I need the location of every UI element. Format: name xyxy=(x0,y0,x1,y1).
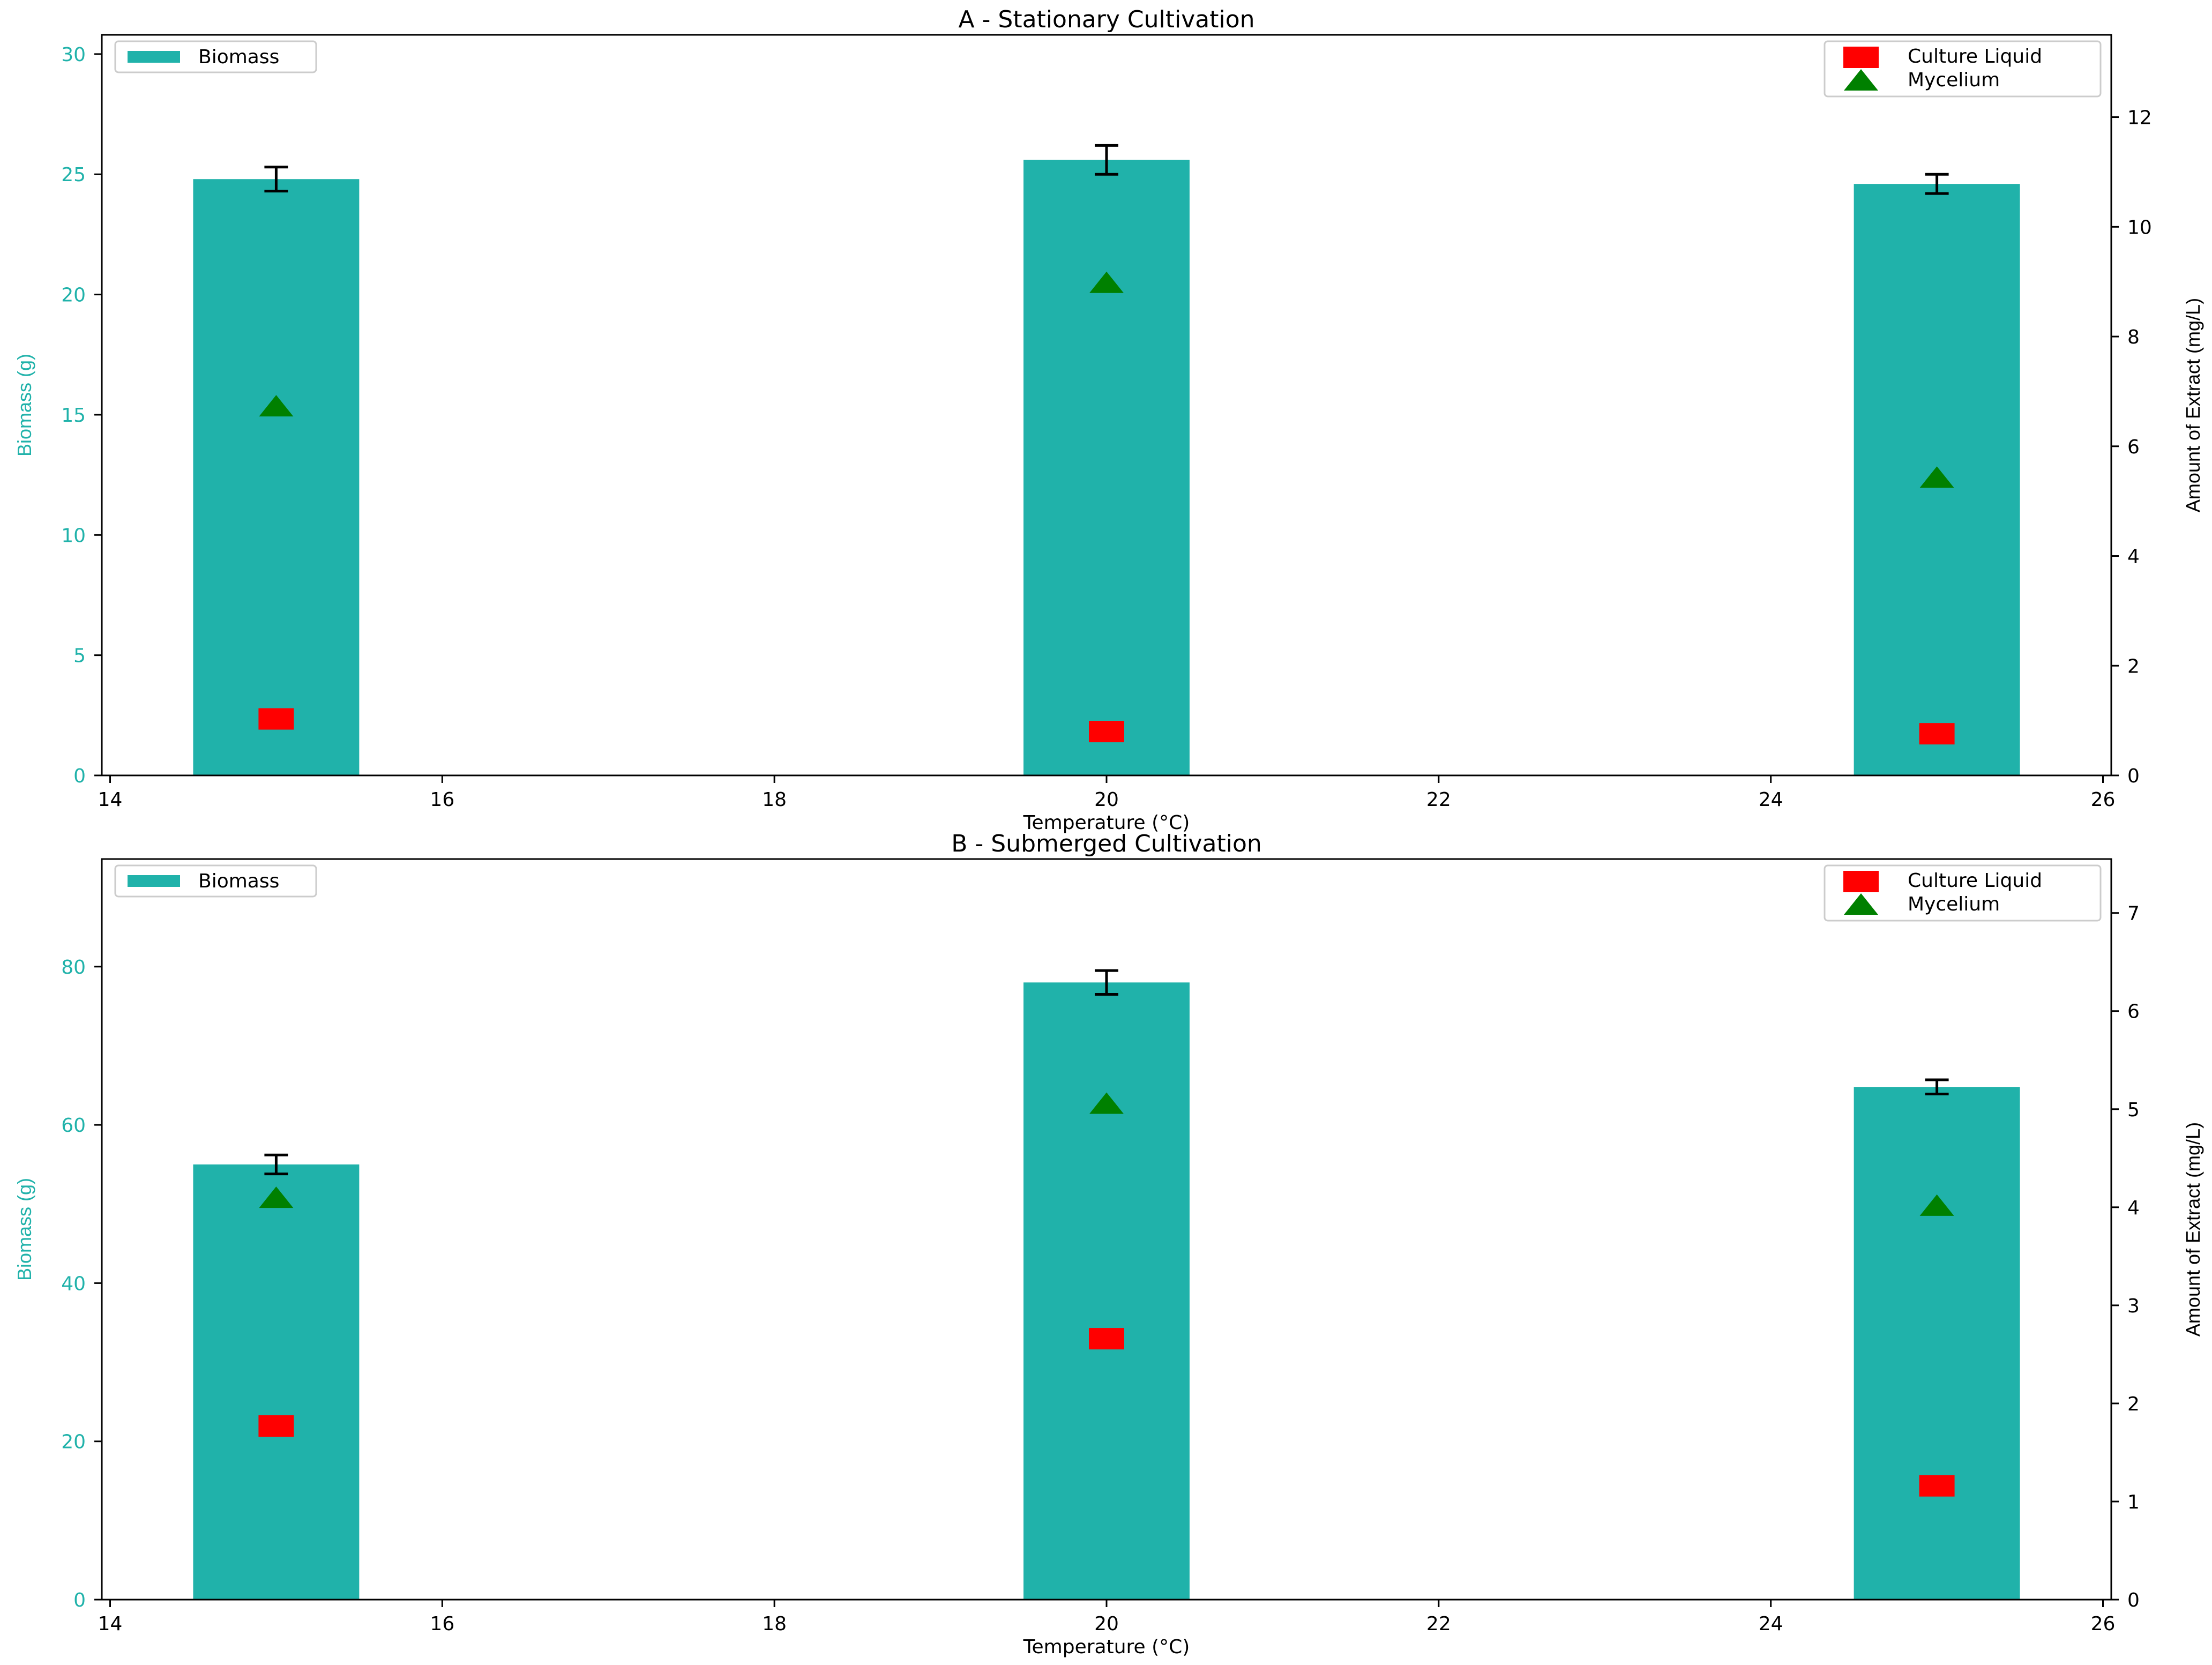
x-tick-label: 20 xyxy=(1094,1613,1119,1635)
x-tick-label: 14 xyxy=(98,789,123,811)
y-tick-label: 0 xyxy=(73,1589,86,1611)
y-axis-label: Biomass (g) xyxy=(13,1178,35,1281)
y-tick-label: 40 xyxy=(61,1273,86,1295)
y-tick-label: 20 xyxy=(61,285,86,307)
y2-tick-label: 2 xyxy=(2127,1393,2140,1415)
x-axis-label: Temperature (°C) xyxy=(1023,812,1190,834)
legend-label-mycelium: Mycelium xyxy=(1908,69,2000,91)
legend-left: Biomass xyxy=(114,864,317,898)
legend-swatch-culture-liquid xyxy=(1843,871,1879,892)
y2-tick-label: 10 xyxy=(2127,216,2152,238)
x-tick-label: 16 xyxy=(430,789,454,811)
marker-mycelium xyxy=(259,1186,294,1208)
y2-tick-label: 6 xyxy=(2127,1001,2140,1023)
legend-swatch-biomass xyxy=(128,51,180,63)
y-tick-label: 25 xyxy=(61,164,86,186)
legend-frame xyxy=(114,864,317,898)
marker-mycelium xyxy=(1919,466,1954,488)
legend-swatch-biomass xyxy=(128,875,180,887)
legend-frame xyxy=(1824,864,2102,922)
bar-biomass xyxy=(193,179,360,776)
marker-culture-liquid xyxy=(258,1415,294,1437)
marker-culture-liquid xyxy=(1919,1475,1955,1497)
chart-panel-b: 14 16 18 20 22 24 26 0 20 40 60 80 0 1 2 3 4 5 6 7 B - Subme… xyxy=(13,830,2204,1658)
x-tick-label: 18 xyxy=(762,789,787,811)
legend-frame xyxy=(114,40,317,73)
y2-tick-label: 7 xyxy=(2127,903,2140,925)
y2-axis-label: Amount of Extract (mg/L) xyxy=(2182,1122,2204,1337)
x-tick-label: 26 xyxy=(2091,789,2116,811)
y2-tick-label: 0 xyxy=(2127,1589,2140,1611)
legend-swatch-mycelium xyxy=(1844,69,1878,91)
marker-mycelium xyxy=(1919,1194,1954,1216)
marker-culture-liquid xyxy=(1089,1328,1124,1350)
x-tick-label: 22 xyxy=(1426,1613,1451,1635)
x-axis-label: Temperature (°C) xyxy=(1023,1636,1190,1658)
marker-mycelium xyxy=(1089,271,1124,293)
y-tick-label: 80 xyxy=(61,957,86,979)
chart-title: A - Stationary Cultivation xyxy=(958,6,1254,33)
legend-left: Biomass xyxy=(114,40,317,73)
x-tick-label: 24 xyxy=(1759,1613,1783,1635)
x-tick-label: 18 xyxy=(762,1613,787,1635)
y-tick-label: 10 xyxy=(61,525,86,547)
x-tick-label: 24 xyxy=(1759,789,1783,811)
y2-tick-label: 5 xyxy=(2127,1099,2140,1121)
legend-swatch-mycelium xyxy=(1844,893,1878,915)
y2-tick-label: 0 xyxy=(2127,765,2140,787)
legend-label-biomass: Biomass xyxy=(198,870,279,892)
legend-swatch-culture-liquid xyxy=(1843,47,1879,68)
y-tick-label: 5 xyxy=(73,645,86,667)
marker-culture-liquid xyxy=(258,708,294,730)
bar-biomass xyxy=(193,1164,360,1600)
y2-tick-label: 2 xyxy=(2127,655,2140,677)
y2-tick-label: 1 xyxy=(2127,1491,2140,1513)
marker-culture-liquid xyxy=(1919,723,1955,745)
y-tick-label: 60 xyxy=(61,1115,86,1137)
y-tick-label: 15 xyxy=(61,405,86,427)
marker-mycelium xyxy=(1089,1092,1124,1114)
legend-label-mycelium: Mycelium xyxy=(1908,893,2000,915)
chart-title: B - Submerged Cultivation xyxy=(951,830,1262,857)
y2-tick-label: 4 xyxy=(2127,1197,2140,1219)
legend-label-biomass: Biomass xyxy=(198,46,279,68)
y2-axis-label: Amount of Extract (mg/L) xyxy=(2182,298,2204,512)
y-axis-label: Biomass (g) xyxy=(13,354,35,457)
x-tick-label: 26 xyxy=(2091,1613,2116,1635)
x-tick-label: 20 xyxy=(1094,789,1119,811)
x-tick-label: 22 xyxy=(1426,789,1451,811)
y-tick-label: 0 xyxy=(73,765,86,787)
y2-tick-label: 6 xyxy=(2127,436,2140,458)
y-tick-label: 30 xyxy=(61,44,86,66)
x-tick-label: 16 xyxy=(430,1613,454,1635)
marker-mycelium xyxy=(259,395,294,417)
y2-tick-label: 12 xyxy=(2127,107,2152,129)
bar-biomass xyxy=(1023,982,1190,1600)
y-tick-label: 20 xyxy=(61,1431,86,1453)
y2-tick-label: 4 xyxy=(2127,546,2140,568)
bar-biomass xyxy=(1023,160,1190,775)
legend-label-culture-liquid: Culture Liquid xyxy=(1908,870,2042,892)
y2-tick-label: 8 xyxy=(2127,326,2140,348)
legend-label-culture-liquid: Culture Liquid xyxy=(1908,46,2042,68)
legend-frame xyxy=(1824,40,2102,98)
marker-culture-liquid xyxy=(1089,721,1124,743)
y2-tick-label: 3 xyxy=(2127,1295,2140,1317)
x-tick-label: 14 xyxy=(98,1613,123,1635)
bar-biomass xyxy=(1854,1087,2020,1600)
